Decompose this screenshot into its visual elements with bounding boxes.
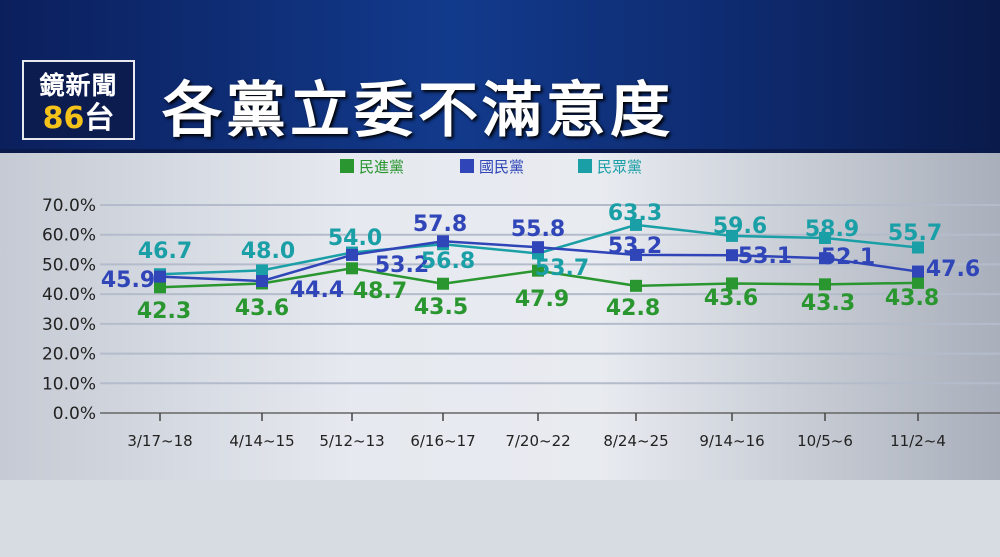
data-marker (912, 276, 924, 289)
y-tick-label: 50.0% (42, 255, 96, 275)
data-label: 58.9 (805, 217, 859, 242)
y-tick-label: 70.0% (42, 196, 96, 216)
x-tick-label: 6/16~17 (410, 432, 475, 450)
data-label: 48.0 (241, 239, 295, 264)
data-label: 57.8 (413, 212, 467, 237)
bottom-band (0, 480, 1000, 557)
x-tick-label: 4/14~15 (229, 432, 294, 450)
data-marker (154, 270, 166, 283)
data-marker (630, 248, 642, 261)
data-label: 52.1 (821, 245, 875, 270)
data-marker (532, 241, 544, 254)
legend-label: 國民黨 (479, 158, 524, 176)
data-marker (256, 275, 268, 288)
data-marker (630, 218, 642, 231)
data-marker (630, 279, 642, 292)
data-marker (912, 241, 924, 254)
x-tick-label: 7/20~22 (505, 432, 570, 450)
data-label: 53.2 (608, 234, 662, 259)
data-marker (256, 264, 268, 277)
legend-swatch (578, 159, 592, 173)
data-marker (532, 264, 544, 277)
logo-line2: 86台 (24, 102, 133, 136)
data-marker (726, 249, 738, 262)
data-marker (726, 277, 738, 290)
data-label: 45.9 (101, 268, 155, 293)
data-label: 43.6 (235, 296, 289, 321)
logo-text: 台 (84, 101, 115, 136)
data-label: 63.3 (608, 201, 662, 226)
data-label: 55.8 (511, 217, 565, 242)
data-label: 43.5 (414, 295, 468, 320)
data-label: 54.0 (328, 226, 382, 251)
chart-background (0, 153, 1000, 480)
x-tick-label: 9/14~16 (699, 432, 764, 450)
data-label: 47.6 (926, 257, 980, 282)
data-marker (154, 281, 166, 294)
data-marker (726, 229, 738, 242)
x-tick-label: 5/12~13 (319, 432, 384, 450)
y-tick-label: 30.0% (42, 315, 96, 335)
data-label: 43.3 (801, 291, 855, 316)
data-label: 56.8 (421, 249, 475, 274)
y-tick-label: 40.0% (42, 285, 96, 305)
x-tick-label: 10/5~6 (797, 432, 853, 450)
channel-logo: 鏡新聞 86台 (22, 60, 135, 140)
data-label: 47.9 (515, 287, 569, 312)
data-marker (912, 265, 924, 278)
y-tick-label: 60.0% (42, 226, 96, 246)
data-marker (532, 247, 544, 260)
data-marker (346, 248, 358, 261)
data-label: 53.2 (375, 253, 429, 278)
data-label: 43.6 (704, 286, 758, 311)
legend-label: 民眾黨 (597, 158, 642, 176)
data-label: 43.8 (885, 286, 939, 311)
header-banner: 鏡新聞 86台 各黨立委不滿意度 (0, 0, 1000, 153)
data-marker (819, 278, 831, 291)
x-tick-label: 11/2~4 (890, 432, 946, 450)
x-tick-label: 8/24~25 (603, 432, 668, 450)
logo-number: 86 (42, 101, 85, 136)
y-tick-label: 0.0% (53, 404, 96, 424)
data-label: 53.1 (738, 244, 792, 269)
logo-line1: 鏡新聞 (39, 71, 118, 100)
legend-swatch (460, 159, 474, 173)
data-label: 55.7 (888, 221, 942, 246)
page-title: 各黨立委不滿意度 (162, 76, 674, 146)
data-marker (437, 277, 449, 290)
data-label: 46.7 (138, 239, 192, 264)
data-label: 44.4 (290, 278, 344, 303)
data-marker (819, 252, 831, 265)
y-tick-label: 10.0% (42, 374, 96, 394)
data-label: 42.8 (606, 296, 660, 321)
data-marker (346, 262, 358, 275)
legend-swatch (340, 159, 354, 173)
data-label: 42.3 (137, 299, 191, 324)
data-label: 53.7 (535, 256, 589, 281)
data-marker (437, 235, 449, 248)
data-marker (819, 231, 831, 244)
data-label: 48.7 (353, 279, 407, 304)
y-tick-label: 20.0% (42, 345, 96, 365)
legend-label: 民進黨 (359, 158, 404, 176)
x-tick-label: 3/17~18 (127, 432, 192, 450)
data-label: 59.6 (713, 214, 767, 239)
